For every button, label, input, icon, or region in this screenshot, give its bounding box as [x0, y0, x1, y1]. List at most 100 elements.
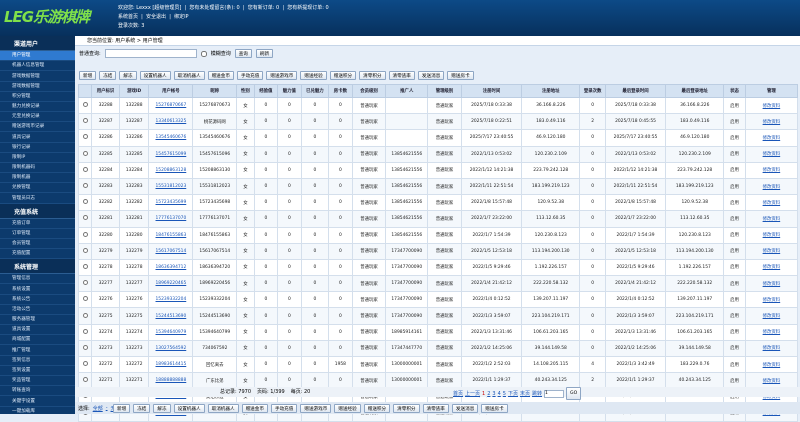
- cell-link[interactable]: 15239332204: [155, 297, 187, 303]
- cell-link[interactable]: 17776137070: [155, 216, 187, 222]
- menu-item[interactable]: 会员管理: [0, 239, 75, 250]
- cell-link[interactable]: 15208863128: [155, 167, 187, 173]
- cell-link[interactable]: 修改资料: [762, 233, 781, 239]
- go-button[interactable]: GO: [566, 387, 582, 400]
- cell-link[interactable]: 修改资料: [762, 346, 781, 352]
- menu-section[interactable]: 系统管理: [0, 259, 75, 275]
- menu-item[interactable]: 服务器管理: [0, 315, 75, 326]
- menu-item[interactable]: 充值订单: [0, 219, 75, 229]
- menu-item[interactable]: 系统设置: [0, 284, 75, 295]
- menu-item[interactable]: 道具记录: [0, 132, 75, 143]
- cell-link[interactable]: 修改资料: [762, 135, 781, 141]
- row-checkbox[interactable]: [82, 134, 88, 140]
- cell-link[interactable]: 15276870667: [155, 103, 187, 109]
- menu-item[interactable]: 元宝兑换记录: [0, 112, 75, 123]
- toolbar-button[interactable]: 解冻: [153, 404, 171, 413]
- cell-link[interactable]: 18476155863: [155, 232, 187, 238]
- menu-item[interactable]: 关键字设置: [0, 396, 75, 407]
- cell-link[interactable]: 修改资料: [762, 297, 781, 303]
- menu-item[interactable]: 管理员日志: [0, 193, 75, 204]
- cell-link[interactable]: 修改资料: [762, 168, 781, 174]
- cell-link[interactable]: 13027564592: [155, 345, 187, 351]
- row-checkbox[interactable]: [82, 166, 88, 172]
- page-number[interactable]: 1: [482, 390, 486, 397]
- menu-item[interactable]: 系统公告: [0, 295, 75, 305]
- toolbar-button[interactable]: 解冻: [119, 71, 137, 80]
- menu-item[interactable]: 机器人信息管理: [0, 61, 75, 72]
- menu-item[interactable]: 积分管理: [0, 92, 75, 102]
- menu-section[interactable]: 渠道用户: [0, 36, 75, 51]
- toolbar-button[interactable]: 赠送经验: [300, 71, 327, 80]
- menu-item[interactable]: 订单管理: [0, 229, 75, 239]
- row-checkbox[interactable]: [82, 296, 88, 302]
- toolbar-button[interactable]: 发送消息: [417, 71, 445, 80]
- menu-section[interactable]: 充值系统: [0, 203, 75, 219]
- cell-link[interactable]: 修改资料: [762, 378, 781, 384]
- cell-link[interactable]: 18983614415: [155, 362, 187, 368]
- row-checkbox[interactable]: [82, 102, 88, 108]
- cell-link[interactable]: 15244513690: [155, 313, 187, 319]
- toolbar-button[interactable]: 赠送积分: [363, 404, 391, 413]
- search-button[interactable]: 查询: [234, 49, 252, 58]
- cell-link[interactable]: 18888888888: [155, 378, 187, 384]
- toolbar-button[interactable]: 设置机器人: [139, 71, 171, 80]
- toolbar-button[interactable]: 赠送游戏币: [300, 404, 332, 413]
- menu-item[interactable]: 限制IP: [0, 153, 75, 163]
- menu-item[interactable]: 活动公告: [0, 305, 75, 315]
- menu-item[interactable]: 奖品管理: [0, 376, 75, 387]
- toolbar-button[interactable]: 清零逃率: [388, 71, 415, 80]
- row-checkbox[interactable]: [82, 150, 88, 156]
- cell-link[interactable]: 修改资料: [762, 119, 781, 125]
- row-checkbox[interactable]: [82, 263, 88, 269]
- row-checkbox[interactable]: [82, 247, 88, 253]
- row-checkbox[interactable]: [82, 231, 88, 237]
- toolbar-button[interactable]: 手动充值: [236, 71, 264, 80]
- page-input[interactable]: 1: [544, 389, 565, 398]
- menu-item[interactable]: 签到信息: [0, 356, 75, 366]
- toolbar-button[interactable]: 取消机器人: [173, 71, 205, 80]
- toolbar-button[interactable]: 赠送金币: [207, 71, 234, 80]
- row-checkbox[interactable]: [82, 118, 88, 124]
- row-checkbox[interactable]: [82, 344, 88, 350]
- toolbar-button[interactable]: 发送消息: [451, 404, 479, 413]
- menu-item[interactable]: 商城配置: [0, 335, 75, 346]
- toolbar-button[interactable]: 取消机器人: [207, 404, 239, 413]
- row-checkbox[interactable]: [82, 377, 88, 383]
- row-checkbox[interactable]: [82, 199, 88, 205]
- pager-link[interactable]: 首页: [453, 390, 464, 397]
- row-checkbox[interactable]: [82, 361, 88, 367]
- toolbar-button[interactable]: 赠送房卡: [481, 404, 508, 413]
- menu-item[interactable]: 兑换管理: [0, 183, 75, 194]
- menu-item[interactable]: 推广管理: [0, 345, 75, 356]
- row-checkbox[interactable]: [82, 312, 88, 318]
- fuzzy-checkbox[interactable]: [200, 50, 207, 57]
- pager-link[interactable]: 下页: [507, 390, 518, 397]
- row-checkbox[interactable]: [82, 183, 88, 189]
- menu-item[interactable]: 限制机器码: [0, 163, 75, 174]
- cell-link[interactable]: 修改资料: [762, 330, 781, 336]
- menu-item[interactable]: 限制机器: [0, 173, 75, 184]
- toolbar-button[interactable]: 赠送经验: [334, 404, 361, 413]
- row-checkbox[interactable]: [82, 280, 88, 286]
- cell-link[interactable]: 18969220465: [155, 281, 187, 287]
- page-number[interactable]: 3: [492, 390, 496, 397]
- toolbar-button[interactable]: 手动充值: [270, 404, 298, 413]
- cell-link[interactable]: 修改资料: [762, 394, 781, 400]
- toolbar-button[interactable]: 冻结: [133, 404, 151, 413]
- menu-item[interactable]: 魅力兑换记录: [0, 102, 75, 113]
- toolbar-button[interactable]: 赠送游戏币: [266, 71, 298, 80]
- cell-link[interactable]: 13340613325: [155, 119, 187, 125]
- toolbar-button[interactable]: 赠送积分: [329, 71, 357, 80]
- cell-link[interactable]: 18636394712: [155, 264, 187, 270]
- toolbar-button[interactable]: 赠送金币: [241, 404, 268, 413]
- menu-item[interactable]: 充值配置: [0, 249, 75, 260]
- menu-item[interactable]: 赠送游戏币记录: [0, 122, 75, 133]
- cell-link[interactable]: 修改资料: [762, 362, 781, 368]
- select-option[interactable]: 全部: [92, 406, 103, 412]
- toolbar-button[interactable]: 清零积分: [359, 71, 386, 80]
- pager-link[interactable]: 上一页: [465, 390, 481, 397]
- menu-item[interactable]: 游戏数据管理: [0, 82, 75, 92]
- cell-link[interactable]: 15723435699: [155, 200, 187, 206]
- row-checkbox[interactable]: [82, 215, 88, 221]
- cell-link[interactable]: 修改资料: [762, 265, 781, 271]
